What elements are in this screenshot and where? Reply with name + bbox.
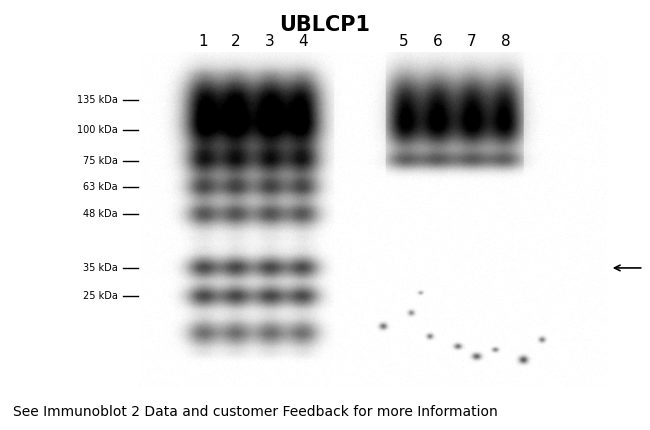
Text: 135 kDa: 135 kDa xyxy=(77,95,118,105)
Text: 75 kDa: 75 kDa xyxy=(83,156,118,166)
Text: 8: 8 xyxy=(501,34,510,49)
Text: 2: 2 xyxy=(231,34,240,49)
Text: 7: 7 xyxy=(467,34,477,49)
Text: 48 kDa: 48 kDa xyxy=(83,209,118,219)
Text: 35 kDa: 35 kDa xyxy=(83,263,118,273)
Text: 1: 1 xyxy=(198,34,208,49)
Text: 63 kDa: 63 kDa xyxy=(83,182,118,193)
Text: 6: 6 xyxy=(433,34,443,49)
Text: 3: 3 xyxy=(265,34,275,49)
Text: 25 kDa: 25 kDa xyxy=(83,292,118,301)
Text: See Immunoblot 2 Data and customer Feedback for more Information: See Immunoblot 2 Data and customer Feedb… xyxy=(13,405,498,419)
Text: UBLCP1: UBLCP1 xyxy=(280,15,370,35)
Text: 100 kDa: 100 kDa xyxy=(77,126,118,135)
Text: 4: 4 xyxy=(298,34,307,49)
Text: 5: 5 xyxy=(399,34,409,49)
